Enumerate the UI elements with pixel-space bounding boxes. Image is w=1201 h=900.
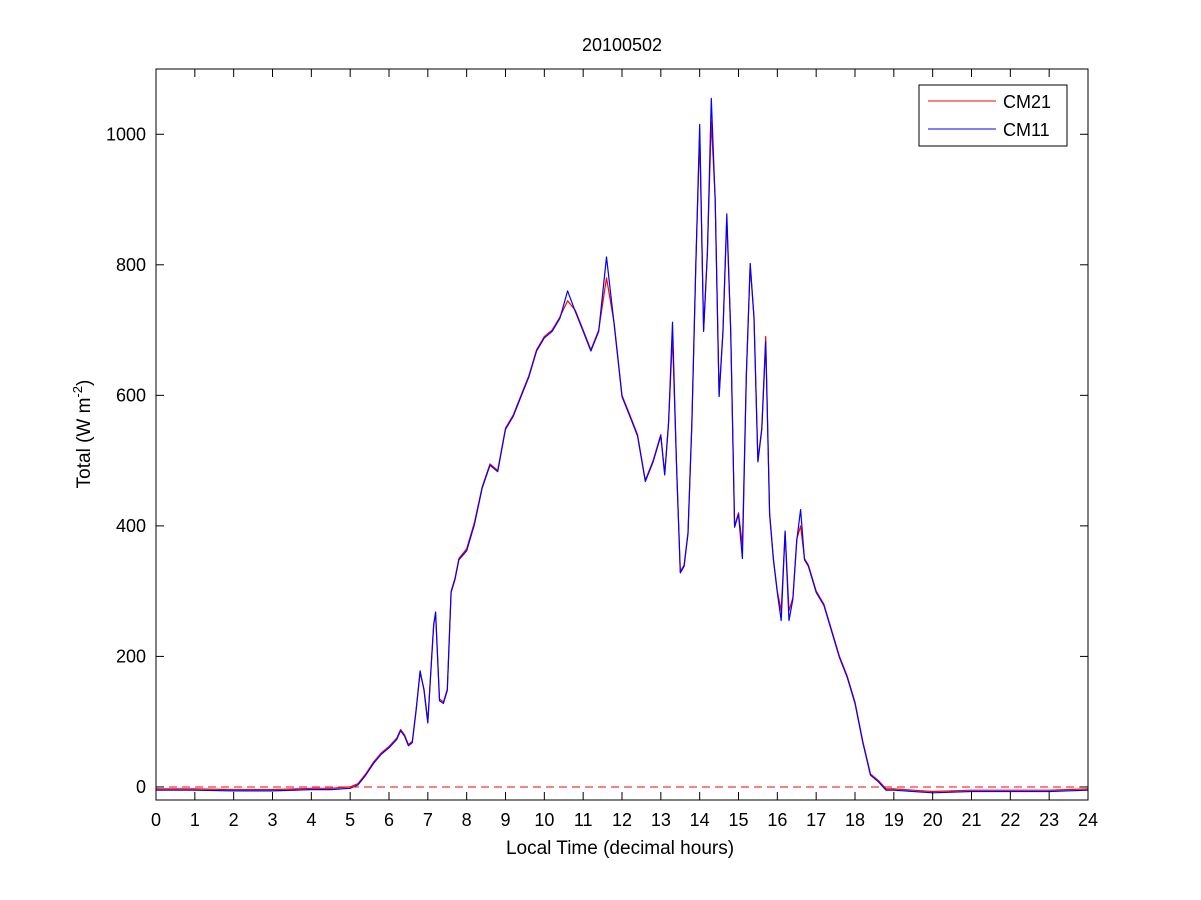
x-tick-label: 2 bbox=[229, 810, 239, 830]
x-tick-label: 19 bbox=[884, 810, 904, 830]
y-tick-label: 0 bbox=[136, 777, 146, 797]
x-tick-label: 14 bbox=[690, 810, 710, 830]
x-tick-label: 9 bbox=[500, 810, 510, 830]
x-tick-label: 17 bbox=[806, 810, 826, 830]
x-tick-label: 21 bbox=[961, 810, 981, 830]
y-tick-label: 400 bbox=[116, 516, 146, 536]
y-axis-label-superscript: -2 bbox=[70, 386, 85, 398]
x-axis-ticks: 0 1 2 3 4 5 6 7 8 9 10 11 12 13 14 15 16 17 18 19 20 21 22 23 24 bbox=[151, 69, 1098, 830]
chart-title: 20100502 bbox=[582, 35, 662, 55]
x-tick-label: 22 bbox=[1000, 810, 1020, 830]
x-tick-label: 13 bbox=[651, 810, 671, 830]
x-tick-label: 24 bbox=[1078, 810, 1098, 830]
x-tick-label: 3 bbox=[267, 810, 277, 830]
x-axis-label: Local Time (decimal hours) bbox=[506, 838, 734, 859]
x-tick-label: 11 bbox=[574, 810, 593, 830]
x-tick-label: 10 bbox=[534, 810, 554, 830]
legend-box bbox=[918, 84, 1068, 147]
x-tick-label: 18 bbox=[845, 810, 865, 830]
x-tick-label: 12 bbox=[612, 810, 632, 830]
y-tick-label: 800 bbox=[116, 255, 146, 275]
y-tick-label: 600 bbox=[116, 385, 146, 405]
series-layer bbox=[156, 97, 1089, 794]
x-tick-label: 15 bbox=[728, 810, 748, 830]
series-line-cm11 bbox=[156, 97, 1089, 794]
x-tick-label: 8 bbox=[462, 810, 472, 830]
y-axis-ticks: 0 200 400 600 800 1000 bbox=[106, 124, 1088, 797]
x-tick-label: 6 bbox=[384, 810, 394, 830]
legend-label-cm11: CM11 bbox=[1003, 120, 1050, 140]
y-tick-label: 1000 bbox=[106, 124, 146, 144]
x-tick-label: 16 bbox=[767, 810, 787, 830]
x-tick-label: 4 bbox=[306, 810, 316, 830]
y-tick-label: 200 bbox=[116, 646, 146, 666]
y-axis-label-close: ) bbox=[74, 380, 95, 386]
legend-label-cm21: CM21 bbox=[1003, 92, 1051, 112]
y-axis-label: Total (W m-2) bbox=[70, 380, 95, 489]
y-axis-label-base: Total (W m bbox=[74, 398, 95, 489]
x-tick-label: 0 bbox=[151, 810, 161, 830]
x-tick-label: 1 bbox=[190, 810, 200, 830]
x-tick-label: 5 bbox=[345, 810, 355, 830]
x-tick-label: 7 bbox=[423, 810, 433, 830]
x-tick-label: 23 bbox=[1039, 810, 1059, 830]
plot-area bbox=[156, 69, 1088, 800]
legend: CM21 CM11 bbox=[918, 84, 1068, 147]
x-tick-label: 20 bbox=[923, 810, 943, 830]
